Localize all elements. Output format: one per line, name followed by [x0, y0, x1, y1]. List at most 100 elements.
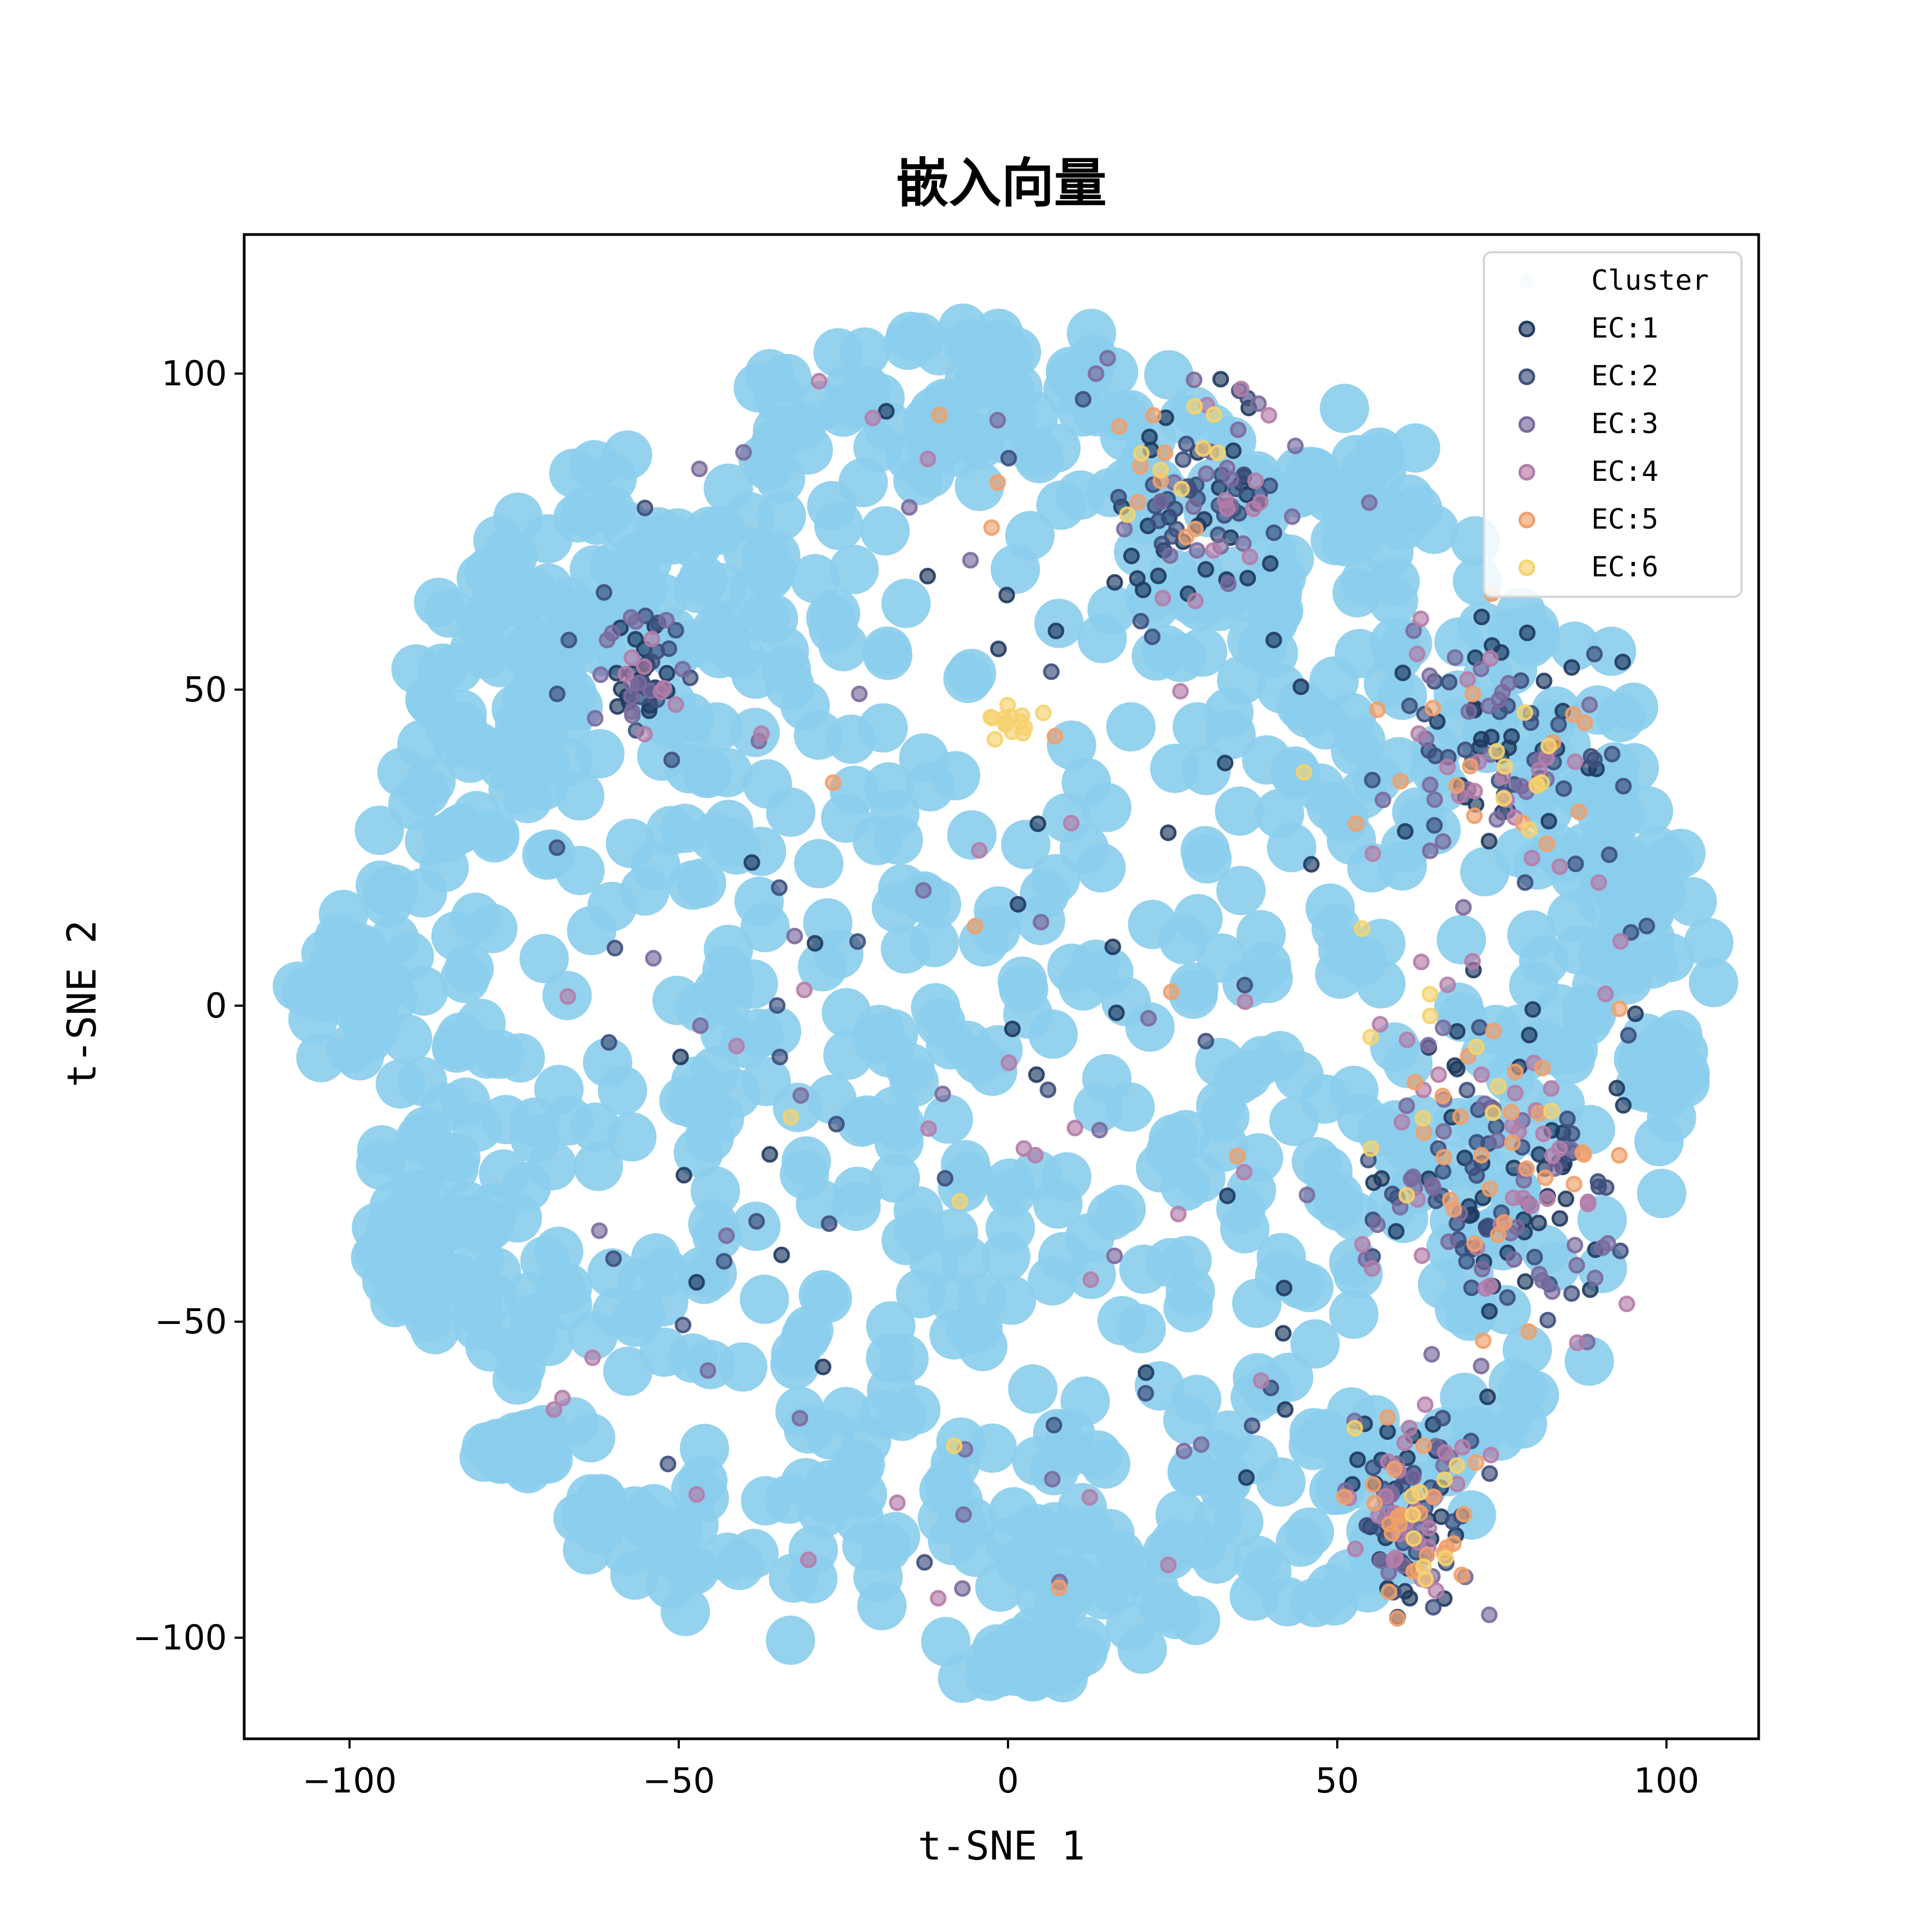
cluster-point: [693, 967, 743, 1017]
ec-point: [1106, 1247, 1123, 1264]
ec-point: [1474, 1261, 1491, 1278]
ec-point: [782, 1109, 800, 1126]
ec-point: [1489, 1132, 1506, 1149]
ec-point: [1594, 1239, 1611, 1256]
cluster-point: [814, 501, 864, 551]
ec-point: [1205, 406, 1223, 423]
ec-point: [1048, 623, 1065, 640]
ec-point: [1422, 842, 1439, 859]
ec-point: [667, 696, 684, 713]
cluster-point: [921, 1616, 971, 1666]
ec-point: [1570, 803, 1587, 821]
ec-point: [1385, 1552, 1402, 1569]
ec-point: [1557, 1190, 1575, 1208]
cluster-point: [384, 931, 434, 981]
cluster-point: [932, 427, 982, 477]
cluster-point: [1305, 883, 1355, 933]
ec-point: [828, 1116, 845, 1133]
cluster-point: [909, 918, 959, 968]
ec-point: [715, 1253, 733, 1270]
cluster-point: [1356, 959, 1406, 1009]
cluster-point: [999, 964, 1049, 1014]
ec-point: [1490, 691, 1507, 708]
cluster-point: [863, 631, 913, 680]
ec-point: [655, 679, 672, 697]
cluster-point: [617, 1494, 667, 1544]
ec-point: [773, 1246, 791, 1263]
cluster-point: [1309, 1576, 1359, 1626]
ec-point: [920, 1120, 937, 1137]
ec-point: [1277, 1401, 1294, 1418]
ec-point: [1150, 512, 1167, 529]
legend-entry-label: EC:5: [1591, 503, 1658, 536]
ec-point: [1236, 977, 1253, 994]
cluster-point: [296, 1033, 346, 1082]
cluster-point: [704, 463, 753, 513]
cluster-point: [736, 826, 786, 876]
ec-point: [1533, 774, 1550, 791]
cluster-point: [1076, 843, 1126, 893]
ec-point: [1220, 575, 1237, 592]
cluster-point: [1084, 947, 1134, 997]
ec-point: [1091, 1122, 1108, 1139]
ec-point: [1473, 609, 1490, 626]
ec-point: [548, 685, 566, 702]
ec-point: [1488, 1118, 1505, 1135]
ec-point: [1379, 1423, 1396, 1440]
y-tick-label: −50: [155, 1302, 227, 1342]
ec-point: [1410, 725, 1428, 742]
cluster-point: [633, 507, 683, 557]
ec-point: [983, 519, 1000, 536]
cluster-point: [689, 812, 739, 862]
ec-point: [1604, 745, 1621, 763]
ec-point: [1145, 407, 1162, 424]
ec-point: [1235, 535, 1252, 552]
ec-point: [1601, 846, 1618, 863]
ec-point: [946, 1437, 963, 1454]
cluster-point: [821, 1387, 871, 1437]
ec-point: [1434, 1087, 1451, 1104]
ec-point: [889, 1494, 906, 1511]
ec-point: [1542, 1080, 1560, 1097]
ec-point: [1205, 542, 1222, 559]
ec-point: [1422, 776, 1439, 793]
ec-point: [1608, 1080, 1626, 1097]
cluster-point: [986, 1168, 1036, 1218]
cluster-point: [1596, 693, 1645, 743]
cluster-point: [752, 1006, 802, 1056]
ec-point: [623, 609, 640, 626]
ec-point: [1481, 832, 1498, 850]
ec-point: [1380, 1583, 1397, 1600]
ec-point: [1530, 1214, 1547, 1232]
ec-point: [919, 450, 936, 467]
cluster-point: [1125, 1002, 1175, 1052]
y-tick-label: −100: [133, 1619, 227, 1658]
ec-point: [1481, 1606, 1498, 1623]
ec-point: [1611, 1147, 1628, 1164]
ec-point: [1287, 437, 1304, 455]
ec-point: [1552, 1210, 1569, 1227]
ec-point: [1228, 1147, 1246, 1165]
cluster-point: [639, 1327, 689, 1377]
ec-point: [1160, 824, 1177, 841]
ec-point: [1129, 570, 1146, 587]
cluster-point: [356, 1140, 406, 1190]
ec-point: [930, 1590, 947, 1607]
ec-point: [1435, 1123, 1452, 1140]
ec-point: [1540, 737, 1557, 755]
ec-point: [1517, 1273, 1534, 1290]
ec-point: [1000, 1054, 1018, 1071]
cluster-point: [451, 791, 501, 840]
ec-point: [699, 1362, 716, 1379]
cluster-point: [852, 816, 902, 866]
ec-point: [1296, 764, 1313, 781]
cluster-point: [1216, 866, 1266, 916]
cluster-point: [334, 1031, 384, 1081]
ec-point: [728, 1037, 745, 1055]
cluster-point: [543, 1263, 592, 1313]
cluster-point: [869, 1009, 919, 1059]
ec-point: [667, 621, 684, 639]
legend-entry-label: EC:3: [1591, 408, 1658, 440]
cluster-point: [1106, 702, 1156, 752]
ec-point: [986, 731, 1004, 748]
